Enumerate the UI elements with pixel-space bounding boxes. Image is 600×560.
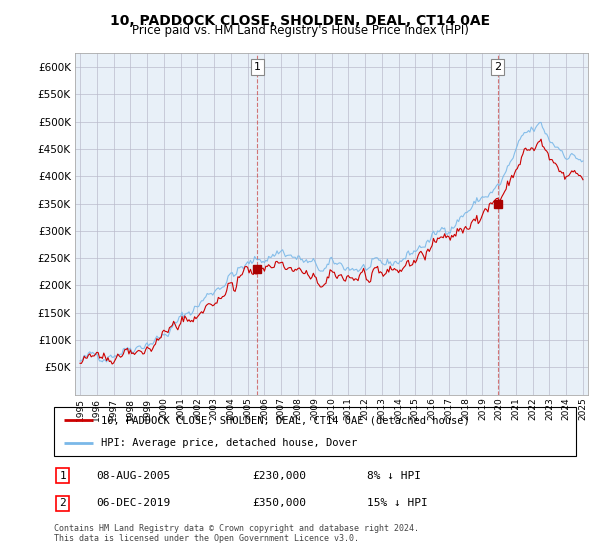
Text: 15% ↓ HPI: 15% ↓ HPI	[367, 498, 428, 508]
Text: 06-DEC-2019: 06-DEC-2019	[96, 498, 170, 508]
Text: £230,000: £230,000	[253, 470, 307, 480]
Text: 8% ↓ HPI: 8% ↓ HPI	[367, 470, 421, 480]
Text: 1: 1	[59, 470, 66, 480]
Text: £350,000: £350,000	[253, 498, 307, 508]
Text: 2: 2	[494, 62, 502, 72]
Text: HPI: Average price, detached house, Dover: HPI: Average price, detached house, Dove…	[101, 438, 357, 448]
Text: Price paid vs. HM Land Registry's House Price Index (HPI): Price paid vs. HM Land Registry's House …	[131, 24, 469, 37]
Text: 10, PADDOCK CLOSE, SHOLDEN, DEAL, CT14 0AE: 10, PADDOCK CLOSE, SHOLDEN, DEAL, CT14 0…	[110, 14, 490, 28]
Text: 10, PADDOCK CLOSE, SHOLDEN, DEAL, CT14 0AE (detached house): 10, PADDOCK CLOSE, SHOLDEN, DEAL, CT14 0…	[101, 416, 470, 426]
Text: 1: 1	[254, 62, 261, 72]
Text: 08-AUG-2005: 08-AUG-2005	[96, 470, 170, 480]
Text: 2: 2	[59, 498, 66, 508]
Text: Contains HM Land Registry data © Crown copyright and database right 2024.
This d: Contains HM Land Registry data © Crown c…	[54, 524, 419, 543]
